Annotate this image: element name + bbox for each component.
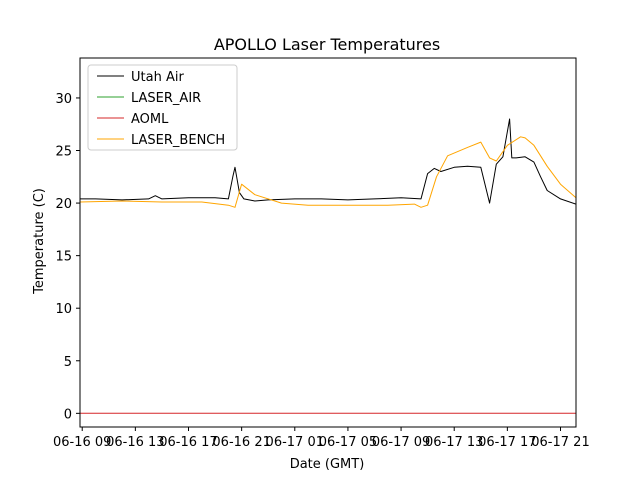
legend: Utah Air LASER_AIR AOML LASER_BENCH: [87, 64, 238, 151]
y-tick-label: 25: [55, 145, 72, 160]
series-line-laser-bench: [80, 136, 576, 208]
x-tick-label: 06-16 17: [159, 435, 217, 450]
y-axis-label: Temperature (C): [32, 188, 47, 295]
x-axis-label: Date (GMT): [290, 457, 365, 472]
legend-label-utah-air: Utah Air: [131, 70, 184, 85]
legend-label-laser-air: LASER_AIR: [131, 91, 201, 106]
series-line-utah-air: [80, 118, 576, 205]
y-tick-label: 20: [55, 197, 72, 212]
x-tick-label: 06-16 09: [53, 435, 111, 450]
x-tick-label: 06-17 09: [372, 435, 430, 450]
x-tick-label: 06-17 21: [531, 435, 589, 450]
legend-box: [87, 64, 238, 151]
chart-title: APOLLO Laser Temperatures: [214, 35, 440, 54]
x-tick-label: 06-16 21: [212, 435, 270, 450]
x-tick-label: 06-17 01: [266, 435, 324, 450]
y-tick-label: 5: [64, 355, 72, 370]
legend-label-laser-bench: LASER_BENCH: [131, 133, 225, 148]
legend-label-aoml: AOML: [131, 112, 169, 127]
x-tick-label: 06-16 13: [106, 435, 164, 450]
y-tick-label: 0: [64, 407, 72, 422]
series-layer: [80, 118, 576, 414]
x-tick-label: 06-17 17: [478, 435, 536, 450]
x-tick-label: 06-17 13: [425, 435, 483, 450]
plot-frame: [79, 57, 577, 428]
x-tick-label: 06-17 05: [319, 435, 377, 450]
y-tick-label: 30: [55, 92, 72, 107]
y-tick-label: 15: [55, 250, 72, 265]
y-tick-label: 10: [55, 302, 72, 317]
